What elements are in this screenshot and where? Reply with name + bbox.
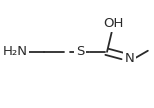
- Text: N: N: [124, 52, 134, 65]
- Text: S: S: [76, 45, 84, 58]
- Text: H₂N: H₂N: [3, 45, 28, 58]
- Text: OH: OH: [103, 17, 123, 30]
